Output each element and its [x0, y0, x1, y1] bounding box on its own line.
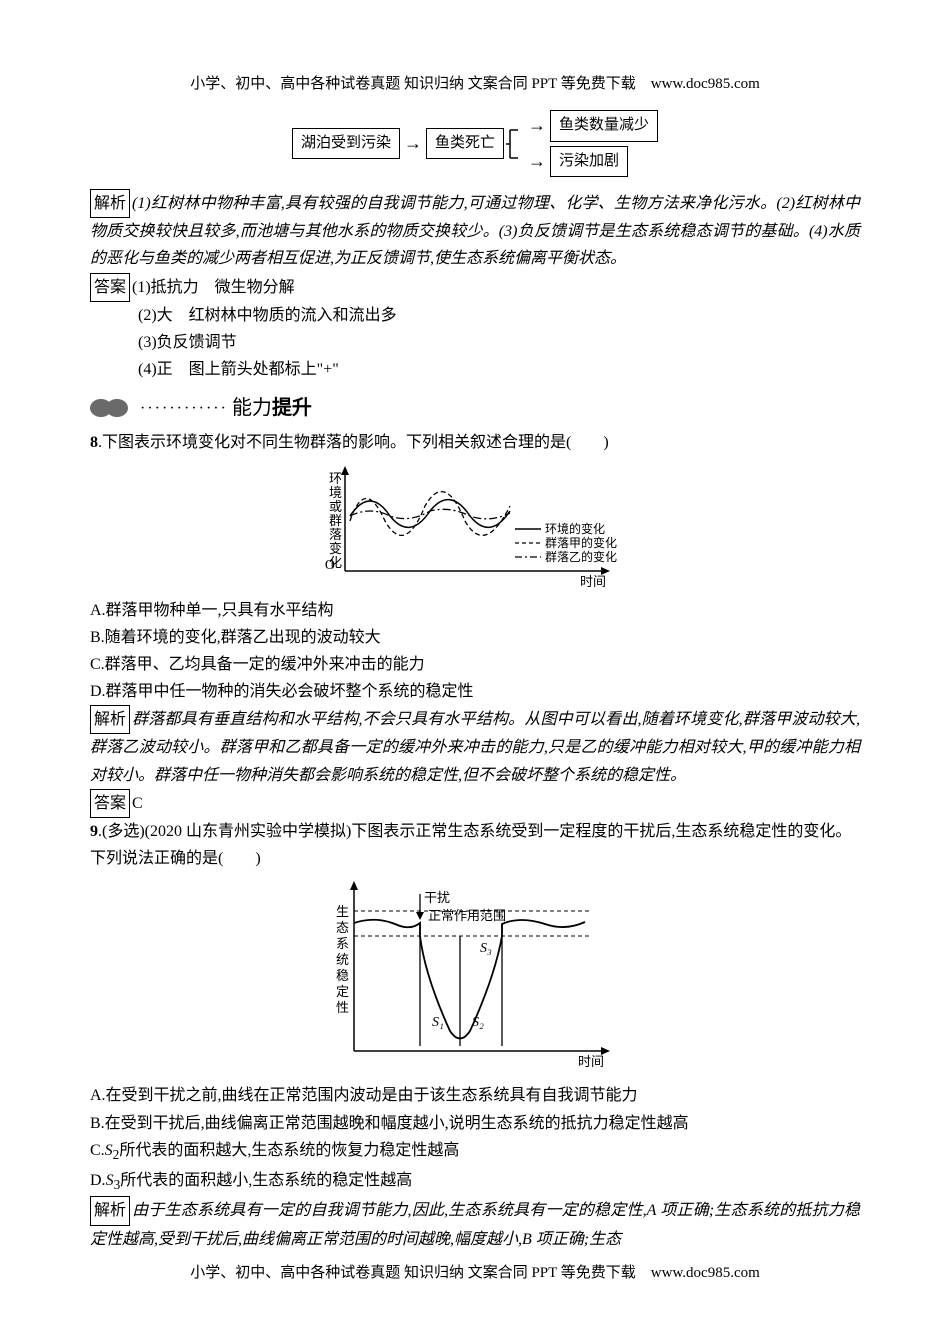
branch-split-icon [506, 122, 518, 166]
flow-diagram: 湖泊受到污染 → 鱼类死亡 → 鱼类数量减少 → 污染加剧 [90, 110, 860, 177]
flow-box-1: 湖泊受到污染 [292, 128, 400, 160]
answer-1-3: (3)负反馈调节 [138, 329, 860, 356]
analysis-label: 解析 [90, 705, 130, 734]
q9-choice-c: C.S2所代表的面积越大,生态系统的恢复力稳定性越高 [90, 1137, 860, 1167]
q8-choice-a: A.群落甲物种单一,只具有水平结构 [90, 597, 860, 624]
svg-text:干扰: 干扰 [424, 890, 450, 905]
svg-text:态: 态 [336, 920, 349, 935]
answer-label: 答案 [90, 273, 130, 302]
svg-text:时间: 时间 [580, 574, 606, 589]
analysis-label: 解析 [90, 189, 130, 218]
legend-1: 环境的变化 [545, 521, 605, 536]
svg-text:性: 性 [336, 1000, 349, 1015]
q8-analysis-text: 群落都具有垂直结构和水平结构,不会只具有水平结构。从图中可以看出,随着环境变化,… [90, 711, 860, 783]
q9-stem: 9.(多选)(2020 山东青州实验中学模拟)下图表示正常生态系统受到一定程度的… [90, 818, 860, 872]
flow-branch: → 鱼类数量减少 → 污染加剧 [524, 110, 658, 177]
flow-box-3: 鱼类数量减少 [550, 110, 658, 142]
answer-1-2: (2)大 红树林中物质的流入和流出多 [138, 302, 860, 329]
analysis-1: 解析(1)红树林中物种丰富,具有较强的自我调节能力,可通过物理、化学、生物方法来… [90, 189, 860, 273]
dots-decor: ············ [140, 395, 228, 422]
svg-text:或: 或 [329, 499, 342, 514]
section-title: 能力提升 [232, 391, 312, 425]
q8-text: .下图表示环境变化对不同生物群落的影响。下列相关叙述合理的是( ) [98, 434, 609, 451]
svg-text:群: 群 [329, 513, 342, 528]
q8-choice-d: D.群落甲中任一物种的消失必会破坏整个系统的稳定性 [90, 678, 860, 705]
svg-text:定: 定 [336, 984, 349, 999]
q8-answer: 答案C [90, 789, 860, 818]
q8-answer-text: C [132, 795, 143, 812]
svg-text:落: 落 [329, 527, 342, 542]
flow-box-4: 污染加剧 [550, 146, 628, 178]
q9-analysis-text: 由于生态系统具有一定的自我调节能力,因此,生态系统具有一定的稳定性,A 项正确;… [90, 1202, 860, 1247]
arrow-icon: → [404, 128, 422, 159]
q9-choice-b: B.在受到干扰后,曲线偏离正常范围越晚和幅度越小,说明生态系统的抵抗力稳定性越高 [90, 1110, 860, 1137]
svg-text:S₁: S₁ [432, 1015, 444, 1030]
page-footer: 小学、初中、高中各种试卷真题 知识归纳 文案合同 PPT 等免费下载 www.d… [0, 1261, 950, 1287]
q9-text: .(多选)(2020 山东青州实验中学模拟)下图表示正常生态系统受到一定程度的干… [90, 823, 851, 867]
q9-choice-d: D.S3所代表的面积越小,生态系统的稳定性越高 [90, 1167, 860, 1197]
section-title-thin: 能力 [232, 397, 272, 419]
answer-1: 答案(1)抵抗力 微生物分解 [90, 273, 860, 302]
q8-num: 8 [90, 434, 98, 451]
q8-analysis: 解析群落都具有垂直结构和水平结构,不会只具有水平结构。从图中可以看出,随着环境变… [90, 705, 860, 789]
svg-text:统: 统 [336, 952, 349, 967]
q8-choice-b: B.随着环境的变化,群落乙出现的波动较大 [90, 624, 860, 651]
q8-choice-c: C.群落甲、乙均具备一定的缓冲外来冲击的能力 [90, 651, 860, 678]
legend-2: 群落甲的变化 [545, 535, 617, 550]
section-title-bold: 提升 [272, 397, 312, 419]
q8-chart: O 环 境 或 群 落 变 化 时间 环境的变化 群落甲的变化 群落乙的变化 [90, 461, 860, 591]
q9-num: 9 [90, 823, 98, 840]
q8-stem: 8.下图表示环境变化对不同生物群落的影响。下列相关叙述合理的是( ) [90, 429, 860, 456]
svg-text:S₂: S₂ [472, 1015, 484, 1030]
arrow-icon: → [528, 146, 546, 177]
q9-chart: 生 态 系 统 稳 定 性 时间 干扰 正常作用范围 S₃ S₁ S₂ [90, 876, 860, 1076]
svg-text:S₃: S₃ [480, 941, 492, 956]
svg-text:时间: 时间 [578, 1054, 604, 1069]
section-header: ············ 能力提升 [90, 391, 860, 425]
svg-text:化: 化 [329, 555, 342, 570]
answer-label: 答案 [90, 789, 130, 818]
arrow-icon: → [528, 110, 546, 141]
legend-3: 群落乙的变化 [545, 549, 617, 564]
svg-text:系: 系 [336, 936, 349, 951]
svg-text:境: 境 [329, 485, 342, 500]
svg-text:变: 变 [329, 541, 342, 556]
q9-analysis: 解析由于生态系统具有一定的自我调节能力,因此,生态系统具有一定的稳定性,A 项正… [90, 1196, 860, 1252]
svg-text:正常作用范围: 正常作用范围 [428, 908, 506, 923]
svg-text:环: 环 [329, 471, 342, 486]
svg-text:稳: 稳 [336, 968, 349, 983]
analysis-1-text: (1)红树林中物种丰富,具有较强的自我调节能力,可通过物理、化学、生物方法来净化… [90, 195, 860, 267]
answer-1-4: (4)正 图上箭头处都标上"+" [138, 356, 860, 383]
q9-choice-a: A.在受到干扰之前,曲线在正常范围内波动是由于该生态系统具有自我调节能力 [90, 1082, 860, 1109]
analysis-label: 解析 [90, 1196, 130, 1225]
answer-1-1: (1)抵抗力 微生物分解 [132, 279, 295, 296]
svg-text:生: 生 [336, 904, 349, 919]
main-content: 湖泊受到污染 → 鱼类死亡 → 鱼类数量减少 → 污染加剧 解析(1)红树林中物… [90, 110, 860, 1253]
oval-decor-icon [90, 399, 128, 417]
flow-box-2: 鱼类死亡 [426, 128, 504, 160]
page-header: 小学、初中、高中各种试卷真题 知识归纳 文案合同 PPT 等免费下载 www.d… [0, 72, 950, 98]
